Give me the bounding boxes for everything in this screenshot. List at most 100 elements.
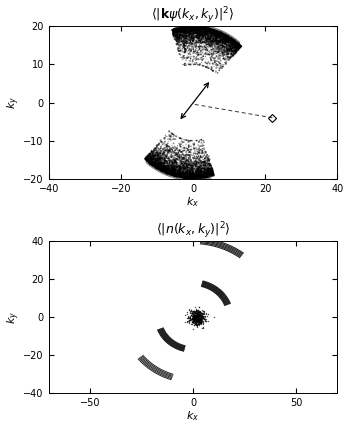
Point (208, 27, 214, 34)
Point (195, 172, 200, 178)
Point (156, 163, 161, 170)
Point (171, 168, 177, 175)
Point (209, 37, 214, 44)
Point (168, 163, 173, 170)
Point (197, 173, 203, 180)
Point (181, 165, 187, 172)
Point (232, 48, 238, 55)
Point (179, 25, 184, 32)
Point (205, 165, 211, 172)
Point (208, 57, 213, 64)
Point (206, 27, 211, 34)
Point (202, 30, 207, 36)
Point (156, 162, 162, 169)
Point (172, 172, 177, 179)
Point (154, 152, 159, 159)
Point (148, 160, 153, 166)
Point (169, 162, 174, 169)
Point (173, 173, 179, 180)
Point (230, 42, 236, 49)
Point (226, 43, 232, 50)
Point (175, 142, 180, 149)
Point (196, 150, 201, 157)
Point (177, 164, 183, 171)
Point (197, 38, 203, 45)
Point (191, 27, 197, 34)
Point (198, 31, 203, 38)
Point (146, 157, 152, 164)
Point (211, 63, 217, 69)
Point (151, 163, 157, 169)
Point (197, 60, 202, 67)
Point (208, 168, 214, 175)
Point (198, 311, 203, 317)
Point (191, 150, 196, 157)
Point (177, 34, 183, 41)
Point (179, 168, 184, 175)
Point (161, 166, 166, 173)
Point (184, 172, 190, 178)
Point (180, 54, 186, 61)
Point (208, 33, 214, 40)
Point (190, 26, 195, 33)
Point (200, 38, 205, 45)
Point (174, 34, 180, 41)
Point (159, 160, 164, 166)
Point (172, 135, 178, 142)
Point (225, 51, 230, 58)
Point (234, 39, 240, 46)
Point (172, 160, 178, 167)
Point (183, 37, 188, 44)
Point (228, 45, 234, 52)
Point (188, 30, 194, 37)
Point (225, 54, 231, 61)
Point (193, 165, 199, 172)
Point (189, 28, 195, 35)
Point (233, 42, 239, 49)
Point (198, 317, 204, 323)
Point (235, 41, 241, 48)
Point (178, 33, 184, 40)
Point (223, 61, 229, 68)
Point (211, 27, 217, 33)
Point (154, 164, 160, 171)
Point (188, 24, 194, 31)
Point (155, 156, 160, 163)
Point (210, 42, 216, 48)
Point (178, 135, 184, 142)
Point (150, 162, 156, 169)
Point (171, 133, 177, 139)
Point (193, 175, 199, 181)
Point (200, 33, 205, 39)
Point (194, 137, 199, 144)
Point (164, 169, 169, 175)
Point (196, 165, 201, 172)
Point (187, 27, 193, 33)
Point (209, 166, 215, 173)
Point (199, 34, 205, 41)
Point (222, 44, 228, 51)
Point (196, 170, 202, 177)
Point (196, 34, 202, 41)
Point (239, 43, 244, 50)
Point (143, 154, 149, 161)
Point (203, 55, 209, 62)
Point (189, 316, 195, 323)
Point (178, 30, 183, 37)
Point (171, 159, 177, 166)
Point (163, 162, 169, 169)
Point (165, 157, 171, 164)
Point (162, 169, 168, 176)
Point (155, 164, 161, 171)
Point (206, 165, 212, 172)
Point (198, 32, 204, 39)
Point (214, 28, 220, 35)
Point (201, 172, 207, 179)
Point (169, 171, 174, 178)
Point (176, 170, 181, 177)
Point (177, 163, 183, 169)
Point (153, 157, 158, 163)
Point (186, 170, 192, 177)
Point (229, 38, 235, 45)
Point (225, 48, 230, 55)
